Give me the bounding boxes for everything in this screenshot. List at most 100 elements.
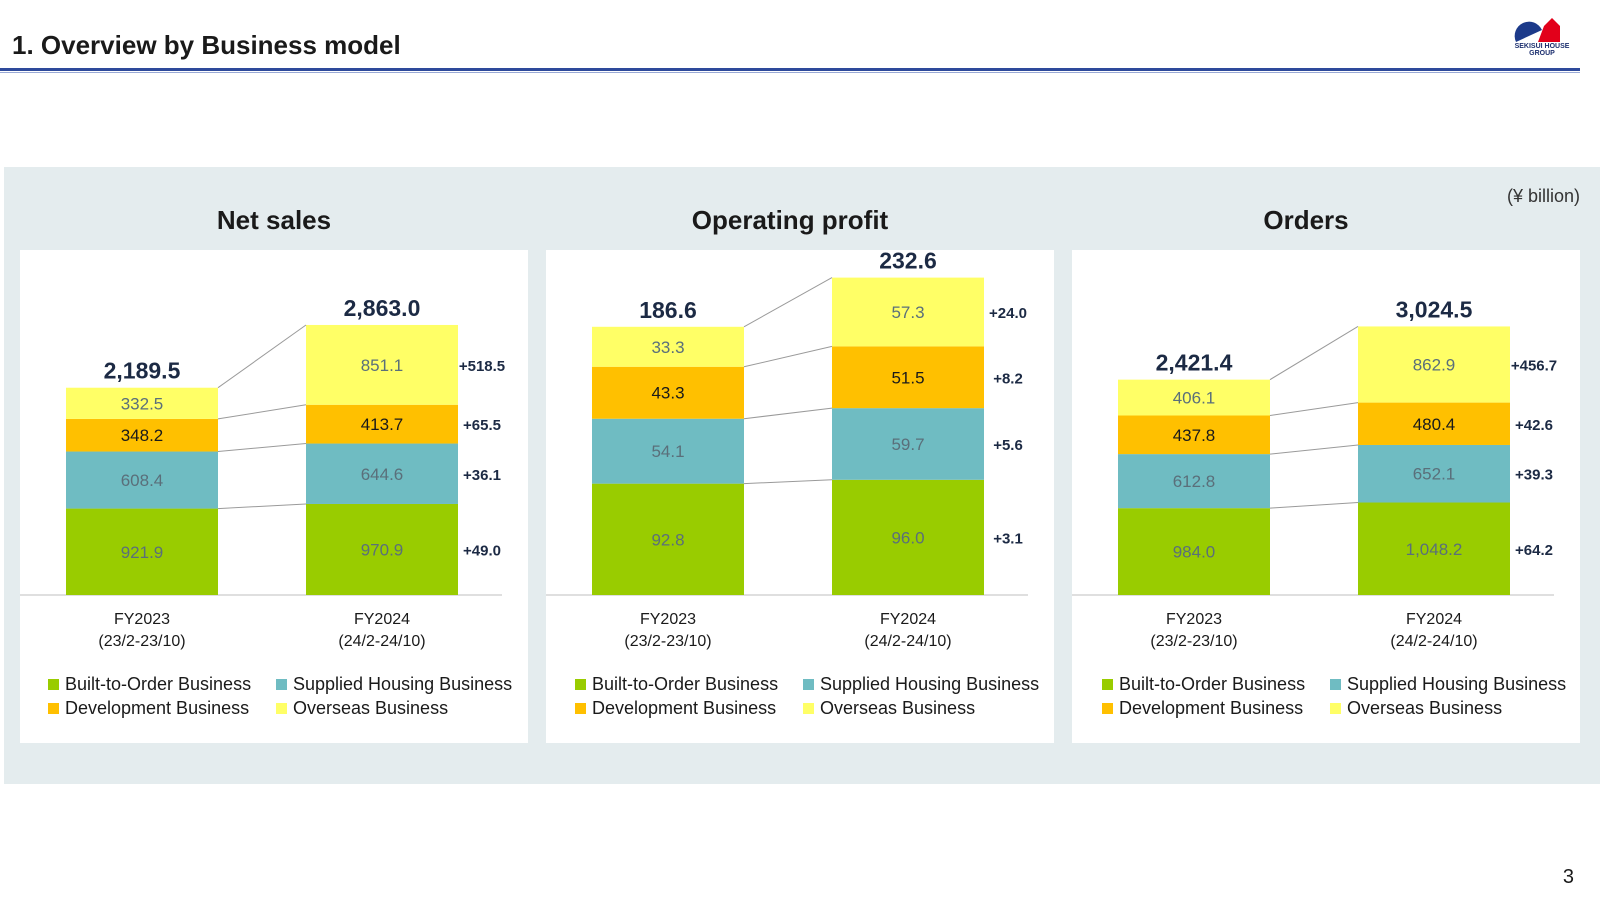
bar-data-label-overseas: 57.3 [891,303,924,322]
legend-label-built: Built-to-Order Business [65,674,251,694]
legend-item-built: Built-to-Order Business [48,674,251,695]
bar-data-label-development: 348.2 [121,426,164,445]
change-label-supplied: +39.3 [1515,467,1553,484]
chart-net-sales: 921.9 608.4 348.2 332.5 2,189.5 FY2023 (23/2-2… [20,250,528,743]
change-label-built: +49.0 [463,542,501,559]
legend-label-overseas: Overseas Business [293,698,448,718]
change-label-supplied: +5.6 [993,437,1023,454]
legend-item-supplied: Supplied Housing Business [276,674,512,695]
bar-data-label-development: 480.4 [1413,415,1456,434]
chart-operating-profit: 92.8 54.1 43.3 33.3 186.6 FY2023 (23/2-23/10) 9… [546,250,1054,743]
x-tick-label: FY2023 [114,611,170,628]
legend-label-supplied: Supplied Housing Business [293,674,512,694]
legend-swatch-development [1102,703,1113,714]
bar-data-label-supplied: 652.1 [1413,465,1456,484]
connector-line-built [1270,503,1358,509]
change-label-built: +3.1 [993,530,1023,547]
legend-label-built: Built-to-Order Business [1119,674,1305,694]
title-divider-thin [0,72,1580,73]
x-tick-label: FY2024 [1406,611,1462,628]
legend-swatch-overseas [276,703,287,714]
legend-swatch-built [575,679,586,690]
x-tick-label: (24/2-24/10) [1390,633,1477,650]
change-label-built: +64.2 [1515,542,1553,559]
page-title: 1. Overview by Business model [12,30,401,61]
connector-line-development [218,405,306,419]
bar-data-label-built: 96.0 [891,528,924,547]
bar-data-label-overseas: 33.3 [651,338,684,357]
legend-label-development: Development Business [592,698,776,718]
change-label-overseas: +518.5 [459,358,505,375]
change-label-overseas: +456.7 [1511,358,1557,375]
logo-text: SEKISUI HOUSE GROUP [1508,43,1576,57]
connector-line-development [1270,403,1358,416]
bar-data-label-supplied: 612.8 [1173,472,1216,491]
bar-data-label-development: 413.7 [361,415,404,434]
x-tick-label: (24/2-24/10) [864,633,951,650]
x-tick-label: (23/2-23/10) [98,633,185,650]
change-label-development: +8.2 [993,370,1023,387]
chart-title-net-sales: Net sales [14,205,534,236]
legend-item-built: Built-to-Order Business [1102,674,1305,695]
bar-data-label-supplied: 644.6 [361,465,404,484]
legend-swatch-development [575,703,586,714]
legend-label-supplied: Supplied Housing Business [820,674,1039,694]
bar-total-label: 2,863.0 [344,295,421,321]
x-tick-label: (24/2-24/10) [338,633,425,650]
connector-line-built [218,504,306,509]
legend-label-overseas: Overseas Business [1347,698,1502,718]
connector-line-overseas [218,325,306,388]
legend-label-development: Development Business [1119,698,1303,718]
connector-line-overseas [1270,326,1358,379]
legend-item-development: Development Business [48,698,249,719]
x-tick-label: (23/2-23/10) [624,633,711,650]
chart-card-net-sales: 921.9 608.4 348.2 332.5 2,189.5 FY2023 (23/2-2… [20,250,528,743]
bar-data-label-built: 92.8 [651,530,684,549]
connector-line-overseas [744,278,832,327]
change-label-supplied: +36.1 [463,467,501,484]
legend-swatch-supplied [1330,679,1341,690]
legend-item-supplied: Supplied Housing Business [803,674,1039,695]
legend-label-overseas: Overseas Business [820,698,975,718]
legend-swatch-overseas [803,703,814,714]
connector-line-development [744,346,832,366]
legend-item-supplied: Supplied Housing Business [1330,674,1566,695]
connector-line-supplied [218,444,306,452]
bar-data-label-built: 970.9 [361,540,404,559]
page-number: 3 [1563,866,1574,889]
chart-card-orders: 984.0 612.8 437.8 406.1 2,421.4 FY2023 (23/2-2… [1072,250,1580,743]
legend-item-overseas: Overseas Business [276,698,448,719]
x-tick-label: (23/2-23/10) [1150,633,1237,650]
legend-item-development: Development Business [575,698,776,719]
bar-data-label-development: 43.3 [651,384,684,403]
legend-item-overseas: Overseas Business [803,698,975,719]
legend-swatch-built [1102,679,1113,690]
bar-data-label-overseas: 332.5 [121,394,164,413]
bar-total-label: 2,421.4 [1156,350,1233,376]
bar-data-label-built: 1,048.2 [1406,540,1463,559]
bar-data-label-built: 984.0 [1173,543,1216,562]
x-tick-label: FY2023 [1166,611,1222,628]
bar-data-label-supplied: 59.7 [891,435,924,454]
legend-swatch-overseas [1330,703,1341,714]
bar-data-label-development: 437.8 [1173,426,1216,445]
chart-title-operating-profit: Operating profit [530,205,1050,236]
connector-line-supplied [744,408,832,419]
chart-card-operating-profit: 92.8 54.1 43.3 33.3 186.6 FY2023 (23/2-23/10) 9… [546,250,1054,743]
logo-blue-mark [1515,22,1542,42]
legend-swatch-development [48,703,59,714]
legend-item-built: Built-to-Order Business [575,674,778,695]
legend-swatch-supplied [803,679,814,690]
legend-label-supplied: Supplied Housing Business [1347,674,1566,694]
change-label-development: +65.5 [463,417,501,434]
chart-orders: 984.0 612.8 437.8 406.1 2,421.4 FY2023 (23/2-2… [1072,250,1580,743]
title-divider [0,68,1580,71]
bar-total-label: 186.6 [639,297,697,323]
bar-data-label-supplied: 54.1 [651,442,684,461]
connector-line-built [744,480,832,484]
bar-data-label-built: 921.9 [121,543,164,562]
bar-data-label-supplied: 608.4 [121,471,164,490]
legend-item-development: Development Business [1102,698,1303,719]
legend-swatch-built [48,679,59,690]
legend-swatch-supplied [276,679,287,690]
